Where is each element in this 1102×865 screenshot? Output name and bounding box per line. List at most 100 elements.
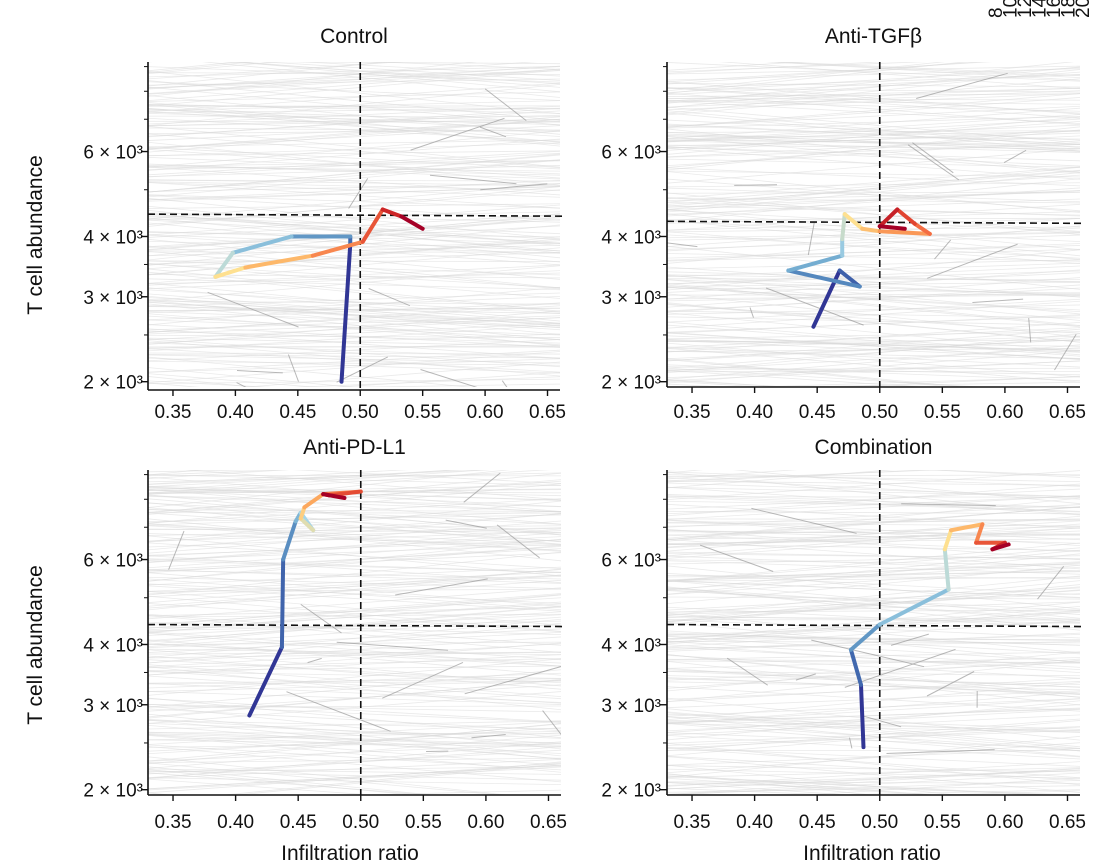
background-line <box>667 82 1080 88</box>
trajectory-segment <box>840 212 847 242</box>
background-line <box>148 150 560 157</box>
background-line <box>484 88 527 121</box>
background-line <box>667 310 1080 319</box>
background-line <box>148 542 561 569</box>
background-line <box>148 618 561 659</box>
combination-trajectory <box>848 522 1011 750</box>
trajectory-segment <box>912 221 932 236</box>
background-line <box>236 382 247 387</box>
background-line <box>395 578 488 596</box>
background-line <box>667 114 1080 142</box>
background-line <box>667 253 1080 262</box>
background-line <box>148 583 561 604</box>
trajectory-segment <box>281 519 298 562</box>
background-line <box>148 587 561 620</box>
background-line <box>667 773 876 795</box>
background-line <box>667 553 1080 595</box>
background-line <box>667 530 1080 536</box>
background-line <box>148 488 561 525</box>
panel-anti-pd-l1: Anti-PD-L1 6 × 10³ 4 × 10³ 3 × 10³ 2 × 10³ 0.… <box>83 436 567 833</box>
background-line <box>148 338 560 368</box>
background-line <box>148 578 561 611</box>
background-line <box>667 747 1080 779</box>
background-line <box>667 344 1080 380</box>
trajectory-segment <box>990 542 1011 552</box>
background-line <box>667 527 1080 549</box>
background-line <box>148 342 560 359</box>
background-line <box>667 107 1080 140</box>
y-tick-label: 6 × 10³ <box>601 551 661 572</box>
background-line <box>916 72 1008 99</box>
background-line <box>667 78 1080 116</box>
background-line <box>148 512 561 543</box>
background-line <box>336 356 389 383</box>
background-line <box>667 123 1080 145</box>
background-line <box>667 686 1080 712</box>
y-tick-label: 6 × 10³ <box>83 143 143 164</box>
background-line <box>667 272 1080 293</box>
background-line <box>667 646 1080 671</box>
background-line <box>148 528 561 533</box>
background-line <box>148 270 560 290</box>
background-line <box>148 593 561 627</box>
background-line <box>667 670 1080 677</box>
background-line <box>662 802 1085 807</box>
background-line <box>667 265 1080 285</box>
background-line <box>667 495 1080 515</box>
background-line <box>667 190 1080 208</box>
background-line <box>667 270 1080 285</box>
background-line <box>667 211 1080 224</box>
background-line <box>148 566 561 586</box>
background-line <box>445 519 487 529</box>
background-line <box>148 159 560 198</box>
background-line <box>148 512 561 514</box>
trajectory-segment <box>360 207 385 244</box>
combination-horizontal-reference-line <box>666 623 1083 628</box>
background-line <box>148 141 560 186</box>
background-line <box>667 166 1080 210</box>
background-line <box>148 138 560 171</box>
background-line <box>286 691 391 732</box>
background-line <box>667 225 1080 264</box>
background-line <box>667 68 1080 81</box>
background-line <box>259 62 560 65</box>
background-line <box>667 87 1080 103</box>
background-line <box>148 357 560 374</box>
background-line <box>667 350 1080 360</box>
background-line <box>148 527 561 542</box>
background-line <box>667 119 1080 141</box>
background-line <box>480 183 548 191</box>
trajectory-segment <box>399 214 425 231</box>
background-line <box>667 474 1080 483</box>
background-line <box>667 62 885 74</box>
x-tick-label: 0.40 <box>736 402 773 423</box>
background-line <box>148 373 318 387</box>
background-line <box>148 268 560 312</box>
trajectory-segment <box>786 268 862 289</box>
background-line <box>667 661 1080 681</box>
background-line <box>667 551 1080 560</box>
x-tick-label: 0.45 <box>279 402 316 423</box>
y-tick-label: 2 × 10³ <box>83 781 143 802</box>
x-tick-label: 0.55 <box>405 812 442 833</box>
background-line <box>148 680 561 685</box>
background-line <box>667 681 1080 700</box>
anti-tgf-horizontal-reference-line <box>666 220 1083 225</box>
background-line <box>148 588 561 592</box>
background-line <box>667 146 1080 167</box>
background-line <box>148 691 561 724</box>
background-line <box>667 587 1080 611</box>
background-line <box>148 772 434 795</box>
background-line <box>667 197 1080 204</box>
background-line <box>667 742 1080 786</box>
background-line <box>148 216 560 240</box>
background-line <box>148 470 265 473</box>
background-line <box>148 354 560 364</box>
control-title: Control <box>320 25 388 48</box>
background-line <box>148 197 560 240</box>
x-tick-label: 0.65 <box>1049 812 1086 833</box>
background-line <box>667 335 1080 350</box>
background-line <box>148 244 560 257</box>
trajectory-segment <box>213 250 235 279</box>
background-line <box>287 354 299 382</box>
